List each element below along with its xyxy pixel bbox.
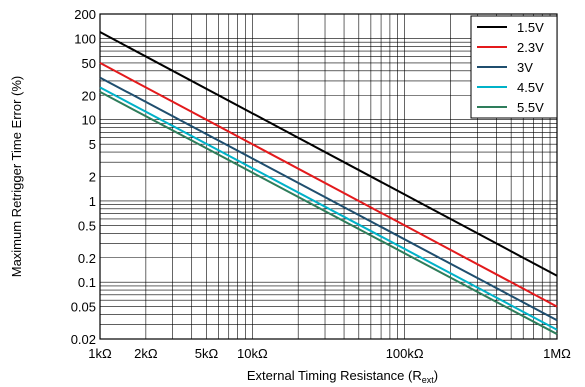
legend-label: 3V xyxy=(517,60,533,75)
legend-label: 4.5V xyxy=(517,80,544,95)
legend-label: 2.3V xyxy=(517,40,544,55)
y-axis-title: Maximum Retrigger Time Error (%) xyxy=(9,76,24,278)
series-line-5-5v xyxy=(99,91,558,335)
legend-label: 5.5V xyxy=(517,100,544,115)
x-tick-label: 2kΩ xyxy=(134,346,158,361)
series-line-4-5v xyxy=(99,86,558,331)
y-tick-label: 1 xyxy=(89,194,96,209)
y-tick-label: 2 xyxy=(89,170,96,185)
x-axis-title: External Timing Resistance (Rext) xyxy=(247,368,438,385)
y-tick-label: 0.2 xyxy=(78,251,96,266)
y-tick-label: 0.02 xyxy=(71,332,96,347)
legend: 1.5V 2.3V 3V 4.5V 5.5V xyxy=(470,15,558,119)
y-tick-label: 50 xyxy=(82,56,96,71)
y-tick-label: 0.5 xyxy=(78,218,96,233)
x-tick-label: 5kΩ xyxy=(195,346,219,361)
y-tick-label: 200 xyxy=(74,7,96,22)
series-line-1-5v xyxy=(99,31,558,277)
y-tick-label: 100 xyxy=(74,31,96,46)
y-tick-label: 0.05 xyxy=(71,300,96,315)
series-lines xyxy=(99,31,558,335)
grid xyxy=(99,13,558,340)
series-line-3v xyxy=(99,76,558,322)
x-tick-label: 100kΩ xyxy=(386,346,424,361)
y-tick-label: 0.1 xyxy=(78,275,96,290)
y-tick-label: 10 xyxy=(82,113,96,128)
y-tick-label: 5 xyxy=(89,137,96,152)
x-tick-labels: 1kΩ 2kΩ 5kΩ 10kΩ 100kΩ 1MΩ xyxy=(88,346,571,361)
x-tick-label: 1kΩ xyxy=(88,346,112,361)
series-line-2-3v xyxy=(99,62,558,308)
x-tick-label: 1MΩ xyxy=(543,346,571,361)
plot-area-frame xyxy=(99,13,558,340)
x-tick-label: 10kΩ xyxy=(237,346,268,361)
y-tick-label: 20 xyxy=(82,88,96,103)
legend-label: 1.5V xyxy=(517,20,544,35)
y-tick-labels: 0.02 0.05 0.1 0.2 0.5 1 2 5 10 20 50 100 200 xyxy=(71,7,96,347)
